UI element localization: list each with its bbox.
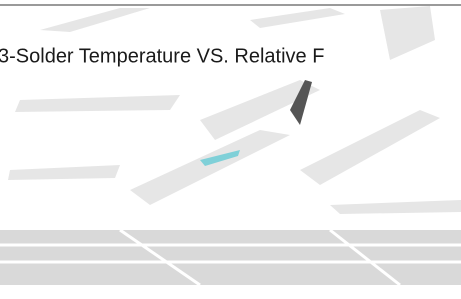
title: 3-Solder Temperature VS. Relative F (0, 45, 324, 67)
figure: 3-Solder Temperature VS. Relative F (0, 0, 461, 299)
page: 3-Solder Temperature VS. Relative F (() … (0, 0, 461, 299)
